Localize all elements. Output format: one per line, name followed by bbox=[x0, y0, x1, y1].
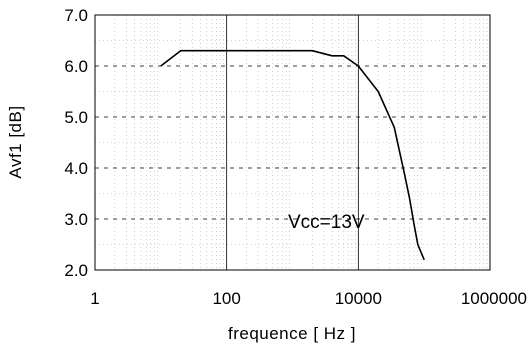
x-tick-label: 1000000 bbox=[461, 289, 527, 308]
x-tick-label: 1 bbox=[90, 289, 99, 308]
x-tick-labels: 1 100 10000 1000000 bbox=[90, 289, 527, 308]
y-tick-labels: 2.0 3.0 4.0 5.0 6.0 7.0 bbox=[64, 6, 88, 280]
y-tick-label: 6.0 bbox=[64, 57, 88, 76]
x-tick-label: 100 bbox=[212, 289, 240, 308]
y-tick-label: 4.0 bbox=[64, 159, 88, 178]
series-line bbox=[160, 49, 425, 261]
y-tick-label: 2.0 bbox=[64, 261, 88, 280]
x-axis-label: frequence [ Hz ] bbox=[228, 324, 356, 343]
x-tick-label: 10000 bbox=[335, 289, 382, 308]
series-layer bbox=[160, 49, 425, 261]
y-tick-label: 3.0 bbox=[64, 210, 88, 229]
vcc-annotation: Vcc=13V bbox=[288, 212, 365, 233]
y-axis-label: Avf1 [dB] bbox=[6, 105, 25, 178]
y-tick-label: 5.0 bbox=[64, 108, 88, 127]
y-tick-label: 7.0 bbox=[64, 6, 88, 25]
plot-frame bbox=[94, 14, 491, 271]
